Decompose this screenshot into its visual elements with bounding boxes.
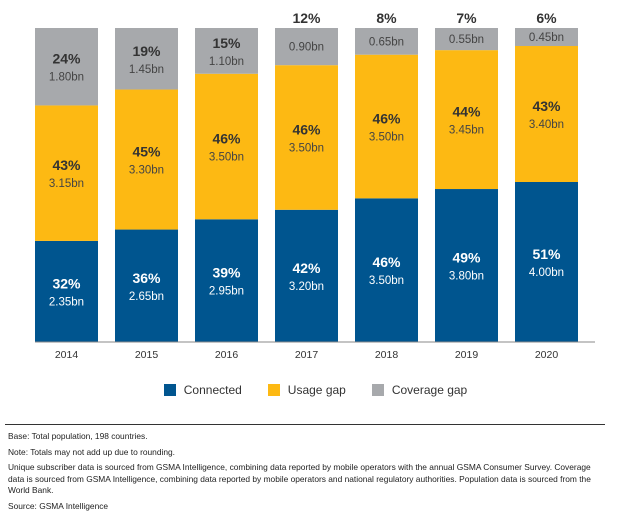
bars-layer — [35, 28, 578, 342]
value-label-usage-gap-2017: 3.50bn — [289, 142, 324, 154]
x-tick-label-2020: 2020 — [535, 349, 559, 361]
percent-label-coverage-gap-2016: 15% — [212, 35, 241, 51]
percent-label-connected-2016: 39% — [212, 265, 241, 281]
value-label-connected-2016: 2.95bn — [209, 286, 244, 298]
x-tick-label-2019: 2019 — [455, 349, 479, 361]
bar-segment-connected-2018 — [355, 198, 418, 342]
x-axis-ticks: 2014 2015 2016 2017 2018 2019 2020 — [55, 349, 559, 361]
bar-segment-connected-2015 — [115, 229, 178, 342]
x-tick-label-2016: 2016 — [215, 349, 239, 361]
percent-label-coverage-gap-2020: 6% — [536, 10, 557, 26]
value-label-connected-2014: 2.35bn — [49, 296, 84, 308]
x-tick-label-2018: 2018 — [375, 349, 399, 361]
divider — [5, 424, 605, 425]
percent-label-usage-gap-2018: 46% — [372, 111, 401, 127]
percent-label-connected-2014: 32% — [52, 275, 81, 291]
x-tick-label-2015: 2015 — [135, 349, 159, 361]
value-label-coverage-gap-2014: 1.80bn — [49, 72, 84, 84]
value-label-usage-gap-2020: 3.40bn — [529, 119, 564, 131]
value-label-connected-2015: 2.65bn — [129, 291, 164, 303]
percent-label-connected-2015: 36% — [132, 270, 161, 286]
bar-segment-connected-2020 — [515, 182, 578, 342]
value-label-coverage-gap-2019: 0.55bn — [449, 34, 484, 46]
percent-label-usage-gap-2019: 44% — [452, 104, 481, 120]
bar-segment-connected-2019 — [435, 189, 498, 342]
percent-label-connected-2018: 46% — [372, 254, 401, 270]
bar-segment-coverage-gap-2017 — [275, 28, 338, 66]
value-label-connected-2020: 4.00bn — [529, 267, 564, 279]
bar-segment-usage-gap-2018 — [355, 54, 418, 199]
bar-segment-usage-gap-2016 — [195, 73, 258, 220]
legend-swatch-usage-gap — [267, 384, 280, 396]
labels-layer: 32% 2.35bn 43% 3.15bn 24% 1.80bn 36% 2.65bn 45% 3… — [49, 10, 564, 308]
value-label-coverage-gap-2016: 1.10bn — [209, 56, 244, 68]
value-label-usage-gap-2019: 3.45bn — [449, 125, 484, 137]
percent-label-usage-gap-2015: 45% — [132, 144, 161, 160]
percent-label-usage-gap-2016: 46% — [212, 131, 241, 147]
percent-label-connected-2019: 49% — [452, 250, 481, 266]
bar-segment-connected-2014 — [35, 240, 98, 342]
legend-swatch-coverage-gap — [371, 384, 384, 396]
footnote-data-sources: Unique subscriber data is sourced from G… — [8, 462, 591, 496]
bar-segment-coverage-gap-2014 — [35, 28, 98, 106]
percent-label-usage-gap-2014: 43% — [52, 157, 81, 173]
value-label-coverage-gap-2017: 0.90bn — [289, 42, 324, 54]
bar-segment-usage-gap-2019 — [435, 50, 498, 190]
percent-label-usage-gap-2017: 46% — [292, 121, 321, 137]
footnote-source: Source: GSMA Intelligence — [8, 500, 109, 511]
x-tick-label-2017: 2017 — [295, 349, 319, 361]
value-label-coverage-gap-2015: 1.45bn — [129, 64, 164, 76]
bar-segment-coverage-gap-2018 — [355, 28, 418, 55]
bar-segment-usage-gap-2020 — [515, 46, 578, 182]
bar-segment-coverage-gap-2016 — [195, 28, 258, 74]
percent-label-coverage-gap-2017: 12% — [292, 10, 321, 26]
percent-label-usage-gap-2020: 43% — [532, 98, 561, 114]
legend-swatch-connected — [163, 384, 176, 396]
bar-segment-coverage-gap-2019 — [435, 28, 498, 51]
legend: Connected Usage gap Coverage gap — [0, 383, 631, 397]
legend-label-usage-gap: Usage gap — [287, 383, 346, 397]
legend-item-coverage-gap: Coverage gap — [371, 383, 468, 397]
bar-segment-coverage-gap-2015 — [115, 28, 178, 90]
legend-item-connected: Connected — [163, 383, 242, 397]
bar-segment-connected-2016 — [195, 219, 258, 342]
value-label-usage-gap-2016: 3.50bn — [209, 152, 244, 164]
percent-label-connected-2017: 42% — [292, 260, 321, 276]
footnotes: Base: Total population, 198 countries. N… — [8, 431, 608, 517]
percent-label-coverage-gap-2018: 8% — [376, 10, 397, 26]
bar-segment-connected-2017 — [275, 209, 338, 342]
percent-label-connected-2020: 51% — [532, 246, 561, 262]
x-tick-label-2014: 2014 — [55, 349, 79, 361]
bar-segment-coverage-gap-2020 — [515, 28, 578, 46]
value-label-coverage-gap-2020: 0.45bn — [529, 32, 564, 44]
value-label-connected-2017: 3.20bn — [289, 281, 324, 293]
percent-label-coverage-gap-2015: 19% — [132, 43, 161, 59]
footnote-rounding: Note: Totals may not add up due to round… — [8, 446, 175, 457]
legend-item-usage-gap: Usage gap — [267, 383, 346, 397]
value-label-usage-gap-2015: 3.30bn — [129, 165, 164, 177]
bar-segment-usage-gap-2017 — [275, 65, 338, 210]
percent-label-coverage-gap-2019: 7% — [456, 10, 477, 26]
legend-label-coverage-gap: Coverage gap — [391, 383, 468, 397]
footnote-base: Base: Total population, 198 countries. — [8, 431, 148, 441]
value-label-usage-gap-2014: 3.15bn — [49, 178, 84, 190]
value-label-connected-2018: 3.50bn — [369, 275, 404, 287]
value-label-coverage-gap-2018: 0.65bn — [369, 36, 404, 48]
value-label-connected-2019: 3.80bn — [449, 271, 484, 283]
legend-label-connected: Connected — [183, 383, 242, 397]
stacked-bar-chart: 32% 2.35bn 43% 3.15bn 24% 1.80bn 36% 2.65bn 45% 3… — [35, 10, 595, 361]
bar-segment-usage-gap-2015 — [115, 89, 178, 230]
value-label-usage-gap-2018: 3.50bn — [369, 132, 404, 144]
percent-label-coverage-gap-2014: 24% — [52, 51, 81, 67]
bar-segment-usage-gap-2014 — [35, 105, 98, 241]
